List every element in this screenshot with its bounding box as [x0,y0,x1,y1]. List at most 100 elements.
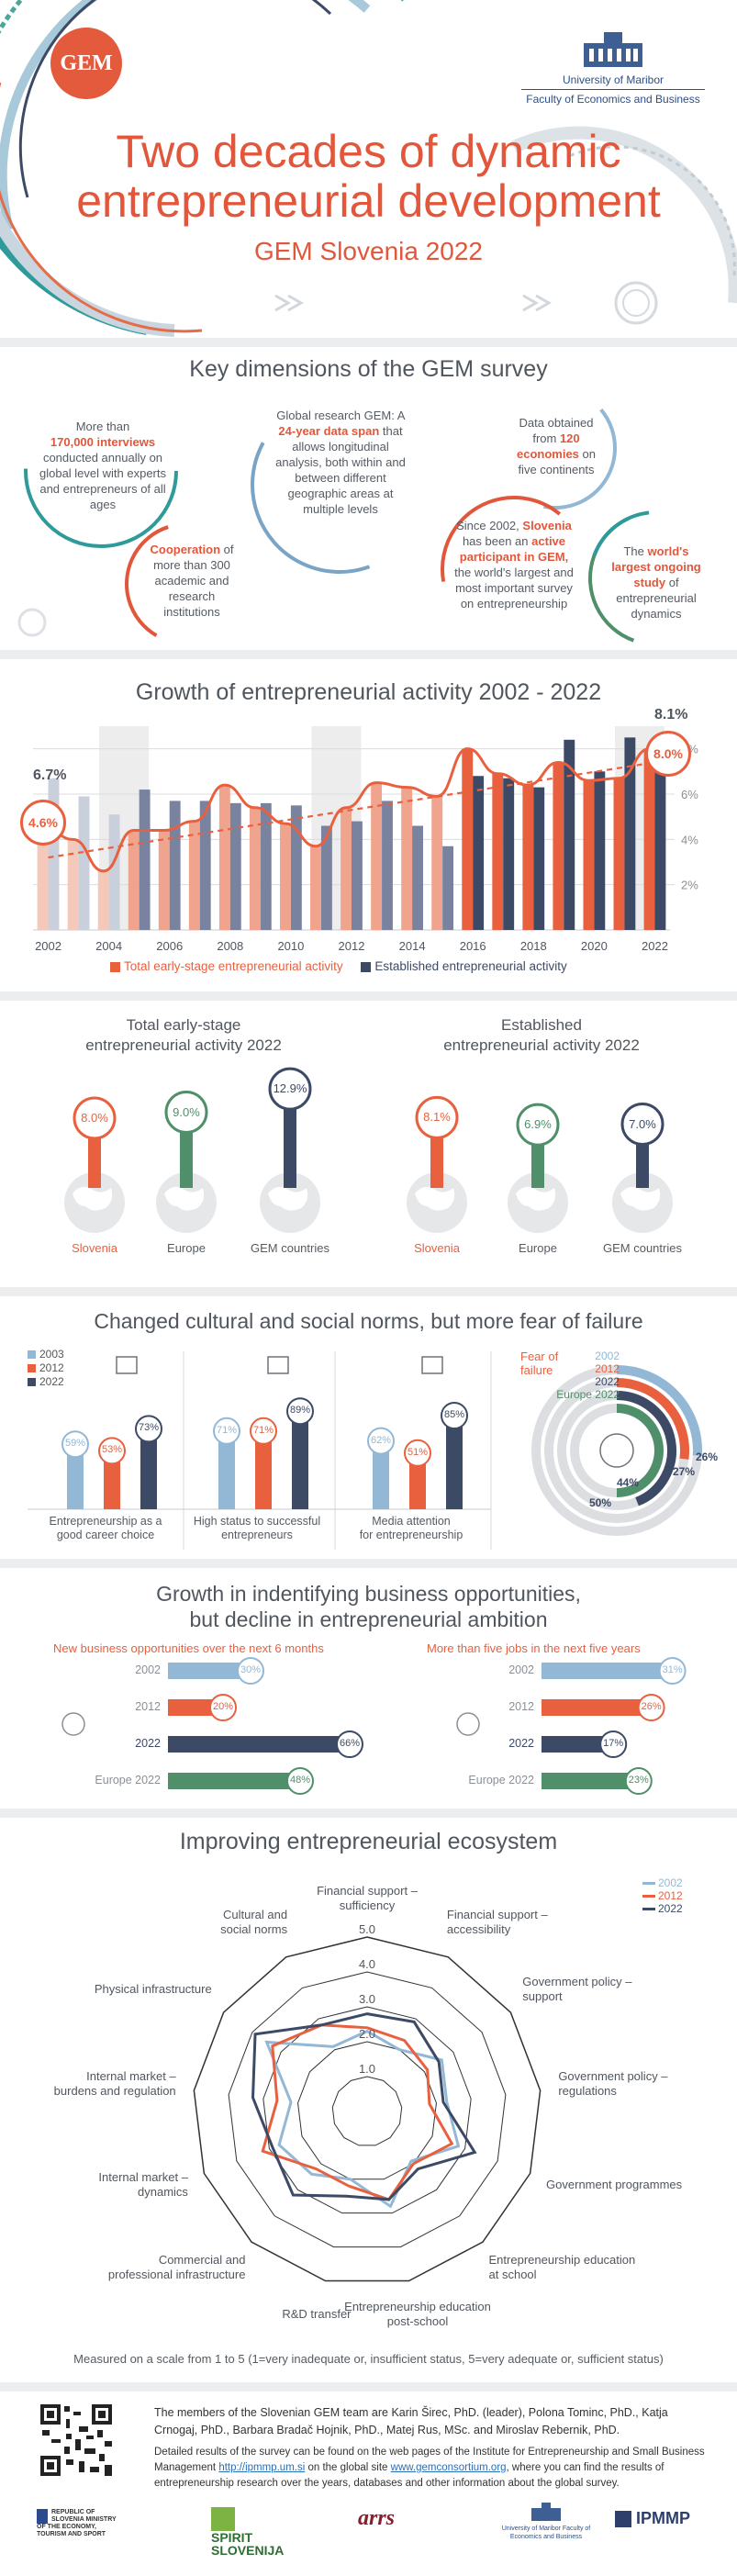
radar-grid [193,1936,542,2282]
bar-tea [613,778,625,930]
fear-ring [616,1378,689,1460]
logo-um: University of Maribor Faculty of Economi… [500,2502,592,2541]
dim-slo-post: the world's largest and most important s… [454,566,574,610]
opp-label: 2012 [508,1700,534,1713]
ecosystem-radar-chart [193,1936,542,2282]
bar-eba [320,825,332,930]
radar-scale-label: 2.0 [358,2027,376,2041]
opp-label: Europe 2022 [468,1774,534,1786]
opp-icon [456,1712,480,1736]
bar-tea [341,807,352,930]
opp-bubble [209,1694,237,1721]
radar-scale-label: 4.0 [358,1957,376,1971]
growth-legend: Total early-stage entrepreneurial activi… [110,959,567,973]
norms-bubble [441,1402,468,1429]
x-tick-label: 2018 [520,939,547,953]
norms-legend: 2003 2012 2022 [28,1348,64,1389]
logo-ipmmp-text: IPMMP [636,2509,691,2527]
bar-eba [48,778,60,930]
radar-axis-label: Commercial and [158,2253,246,2268]
dim-interviews-post: conducted annually on global level with … [39,451,167,511]
main-title: Two decades of dynamic entrepreneurial d… [0,127,737,226]
bar-eba [169,801,181,930]
logo-um-text: University of Maribor Faculty of Economi… [501,2526,591,2540]
logo-spirit-text: SPIRIT SLOVENIJA [211,2530,285,2558]
gem-consortium-link[interactable]: www.gemconsortium.org [390,2462,507,2473]
norms-bar [409,1452,426,1509]
opp-label: Europe 2022 [95,1774,161,1786]
opp-value: 26% [641,1701,662,1712]
radar-grid [228,1971,507,2248]
radar-series [251,2012,477,2201]
opp-value: 20% [212,1701,234,1712]
ecosystem-legend: 2002 2012 2022 [642,1876,683,1915]
dimension-interviews: More than 170,000 interviews conducted a… [39,419,167,512]
spirit-icon [211,2507,235,2531]
y-tick-label: 4% [681,833,698,846]
opp-bubble [599,1730,628,1758]
fear-legend-europe: Europe 2022 [556,1388,620,1401]
radar-axis-label: Internal market – [98,2169,188,2184]
fear-value-26: 26% [696,1450,719,1463]
radar-grid [331,2076,403,2146]
bar-eba [503,778,515,930]
norms-bubble [61,1430,89,1459]
norms-bar [104,1450,120,1509]
ipmmp-link[interactable]: http://ipmmp.um.si [218,2462,306,2473]
continent-shape [268,1186,308,1211]
bar-eba [594,771,606,930]
eco-legend-2022: 2022 [642,1902,683,1915]
radar-axis-label: social norms [220,1922,288,1937]
bar-tea [218,785,230,930]
norms-legend-2022-label: 2022 [39,1375,64,1388]
norms-value: 51% [407,1446,429,1458]
ipmmp-icon [615,2511,631,2528]
dimension-economies: Data obtained from 120 economies on five… [514,415,598,477]
opp-value: 23% [628,1775,649,1786]
radar-axis-label: Entrepreneurship education [488,2253,636,2268]
tea-line [42,747,650,873]
radar-axis-label: professional infrastructure [107,2268,246,2282]
growth-bubble-46: 4.6% [20,800,66,846]
norms-title: Changed cultural and social norms, but m… [94,1309,643,1333]
qr-code [39,2402,114,2478]
bar-eba [260,802,272,930]
dim-econ-pre: Data obtained from [519,416,594,445]
norms-value: 89% [289,1405,311,1417]
radar-axis-label: Government programmes [546,2177,683,2191]
norms-section: Changed cultural and social norms, but m… [0,1296,737,1559]
gem-logo-text: GEM [60,50,113,75]
dim-study-pre: The [623,544,644,558]
logo-arrs-text: arrs [358,2506,396,2530]
dimension-data-span: Global research GEM: A 24-year data span… [271,408,410,517]
radar-axis-label: at school [488,2268,537,2282]
activity-bubble [516,1103,560,1147]
activity-bubble [268,1067,312,1111]
opp-bar [168,1773,300,1789]
norms-icon [267,1356,289,1374]
radar-series [264,2029,461,2209]
activity-label: Europe [167,1241,206,1255]
activity-label: Europe [519,1241,557,1255]
bar-eba [290,805,302,930]
dim-span-bold: 24-year data span [278,424,380,438]
norms-icon [421,1356,443,1374]
key-dimensions-decoration [17,386,725,647]
norms-bar [292,1411,308,1509]
activity-label: GEM countries [251,1241,329,1255]
bar-tea [492,773,504,930]
opp-bar [542,1773,639,1789]
growth-label-81: 8.1% [654,707,688,722]
radar-axis-label: Cultural and [223,1908,288,1922]
activity-value: 8.1% [423,1110,451,1125]
logo-ministry: REPUBLIC OF SLOVENIA MINISTRY OF THE ECO… [37,2509,119,2538]
norms-value: 71% [252,1424,274,1436]
radar-axis-label: dynamics [138,2184,188,2199]
header: GEM University of Maribor Faculty of Eco… [0,0,737,338]
activity-bubble [620,1103,664,1146]
growth-label-67: 6.7% [33,767,67,783]
radar-axis-label: R&D transfer [282,2307,352,2322]
bar-eba [412,825,423,930]
opp-bar [168,1699,223,1716]
dim-slo-pre: Since 2002, [456,519,519,532]
